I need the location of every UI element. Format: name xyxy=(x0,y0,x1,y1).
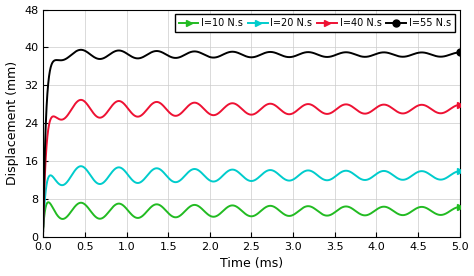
Legend: I=10 N.s, I=20 N.s, I=40 N.s, I=55 N.s: I=10 N.s, I=20 N.s, I=40 N.s, I=55 N.s xyxy=(175,14,455,32)
X-axis label: Time (ms): Time (ms) xyxy=(220,258,283,270)
Y-axis label: Displacement (mm): Displacement (mm) xyxy=(6,61,18,185)
